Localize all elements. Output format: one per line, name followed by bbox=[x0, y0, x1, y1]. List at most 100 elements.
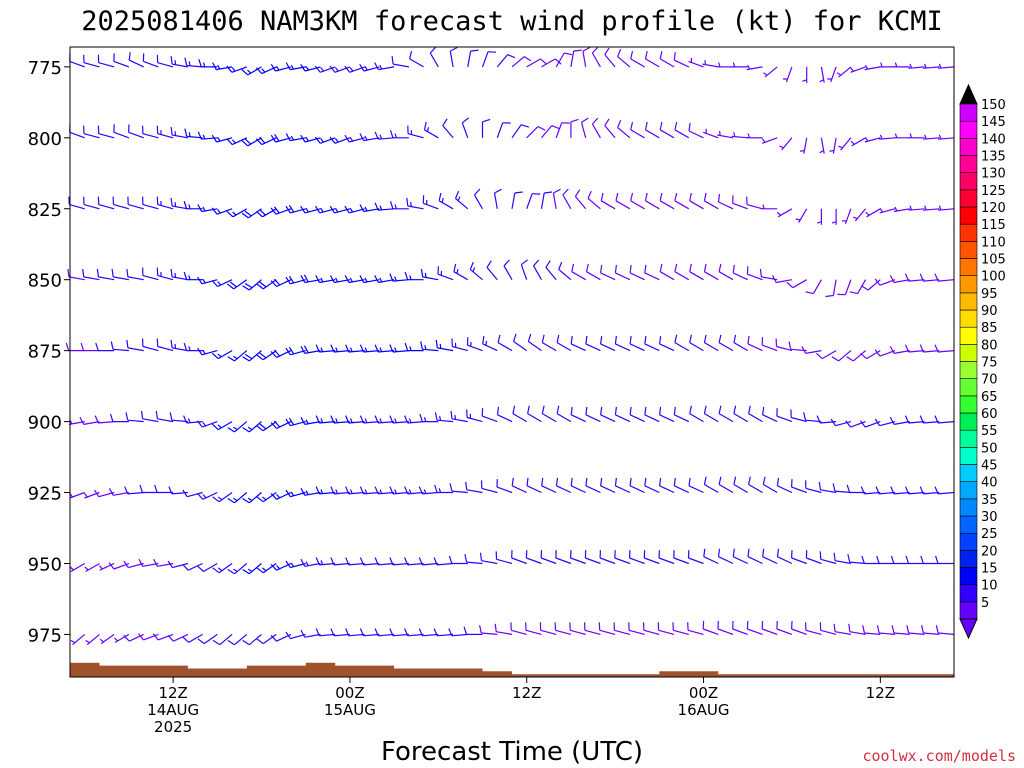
wind-barb bbox=[604, 118, 616, 139]
wind-barb bbox=[908, 205, 925, 211]
wind-barb bbox=[359, 415, 380, 424]
wind-barb bbox=[526, 477, 542, 494]
wind-barb bbox=[496, 406, 513, 423]
wind-barb bbox=[786, 279, 807, 289]
wind-barb bbox=[345, 486, 365, 495]
wind-barb bbox=[345, 415, 365, 424]
y-tick-label: 975 bbox=[28, 625, 62, 646]
wind-barb bbox=[805, 622, 822, 635]
colorbar-label: 25 bbox=[981, 527, 998, 542]
wind-barb bbox=[182, 489, 203, 498]
wind-barb bbox=[819, 137, 825, 154]
wind-barb bbox=[860, 486, 881, 495]
x-tick-label: 15AUG bbox=[324, 701, 376, 719]
wind-barb bbox=[717, 131, 734, 139]
wind-barb bbox=[864, 64, 881, 71]
wind-barb bbox=[374, 557, 395, 566]
wind-barb bbox=[109, 413, 129, 423]
wind-barb bbox=[569, 622, 586, 635]
colorbar-label: 60 bbox=[981, 407, 998, 422]
wind-barb bbox=[776, 477, 793, 494]
wind-barb bbox=[170, 198, 189, 210]
wind-barb bbox=[604, 47, 616, 68]
wind-barb bbox=[717, 194, 734, 210]
colorbar-label: 35 bbox=[981, 493, 998, 508]
colorbar-label: 90 bbox=[981, 304, 998, 319]
wind-barb bbox=[242, 563, 262, 575]
wind-barb bbox=[613, 622, 631, 635]
x-tick-label: 2025 bbox=[154, 718, 192, 736]
wind-barb bbox=[731, 62, 748, 68]
wind-barb bbox=[423, 121, 439, 139]
wind-barb bbox=[196, 491, 218, 500]
wind-barb bbox=[775, 338, 793, 352]
wind-barb bbox=[242, 492, 262, 504]
wind-barb bbox=[345, 628, 365, 637]
wind-barb bbox=[803, 412, 822, 423]
wind-barb bbox=[833, 623, 852, 635]
wind-barb bbox=[717, 548, 734, 565]
wind-barb bbox=[702, 128, 719, 139]
wind-barb bbox=[644, 192, 660, 210]
wind-barb bbox=[183, 415, 203, 424]
colorbar-swatch bbox=[959, 532, 978, 551]
wind-barb bbox=[585, 406, 601, 423]
wind-barb bbox=[832, 483, 851, 494]
wind-barb bbox=[938, 63, 955, 69]
wind-barb bbox=[920, 555, 940, 565]
wind-barb bbox=[429, 46, 439, 68]
wind-barb bbox=[70, 633, 86, 646]
colorbar-swatch bbox=[959, 343, 978, 362]
wind-barb bbox=[556, 334, 572, 352]
colorbar-label: 100 bbox=[981, 270, 1006, 285]
wind-barb bbox=[600, 264, 616, 281]
wind-barb bbox=[893, 133, 910, 139]
wind-barb bbox=[779, 137, 793, 151]
wind-barb bbox=[315, 344, 336, 353]
wind-barb bbox=[747, 335, 763, 352]
wind-barb bbox=[600, 477, 616, 494]
wind-barb bbox=[673, 406, 690, 423]
wind-barb bbox=[227, 633, 248, 646]
wind-barb bbox=[526, 58, 547, 68]
wind-barb bbox=[819, 66, 825, 83]
wind-barb bbox=[496, 479, 513, 494]
wind-barb bbox=[908, 133, 925, 139]
wind-barb bbox=[141, 410, 159, 423]
wind-barb bbox=[761, 204, 778, 210]
colorbar-legend: 5 10 15 20 25 30 35 40 45 50 55 60 65 70 75 80 85 90 95 100… bbox=[959, 83, 1006, 640]
y-axis: 775 800 825 850 875 900 925 950 975 bbox=[28, 58, 70, 646]
wind-barb bbox=[124, 486, 144, 495]
y-tick-label: 875 bbox=[28, 342, 62, 363]
wind-barb bbox=[374, 62, 395, 71]
colorbar-label: 135 bbox=[981, 150, 1006, 165]
wind-barb bbox=[112, 196, 130, 210]
wind-barb bbox=[182, 562, 203, 571]
wind-barb bbox=[600, 335, 616, 352]
wind-barb bbox=[300, 629, 321, 638]
wind-barb bbox=[600, 406, 616, 423]
wind-barb bbox=[418, 486, 439, 495]
wind-barb bbox=[374, 131, 395, 140]
wind-barb bbox=[111, 268, 130, 281]
wind-barb bbox=[496, 54, 516, 68]
wind-barb bbox=[226, 208, 248, 218]
y-tick-label: 775 bbox=[28, 58, 62, 79]
wind-barb bbox=[525, 622, 542, 635]
wind-barb bbox=[315, 415, 336, 424]
wind-barb bbox=[805, 279, 822, 295]
colorbar-swatch bbox=[959, 189, 978, 208]
wind-barb bbox=[330, 628, 350, 637]
wind-barb bbox=[540, 191, 553, 209]
wind-barb bbox=[614, 406, 631, 423]
wind-barb bbox=[389, 130, 409, 139]
colorbar-label: 115 bbox=[981, 218, 1006, 233]
wind-barb bbox=[167, 560, 189, 569]
wind-barb bbox=[95, 342, 115, 352]
wind-barb bbox=[850, 66, 866, 73]
wind-barb bbox=[480, 480, 498, 494]
colorbar-swatch bbox=[959, 481, 978, 500]
wind-barb bbox=[315, 486, 336, 495]
wind-barb bbox=[374, 202, 395, 211]
wind-barb bbox=[539, 622, 557, 635]
